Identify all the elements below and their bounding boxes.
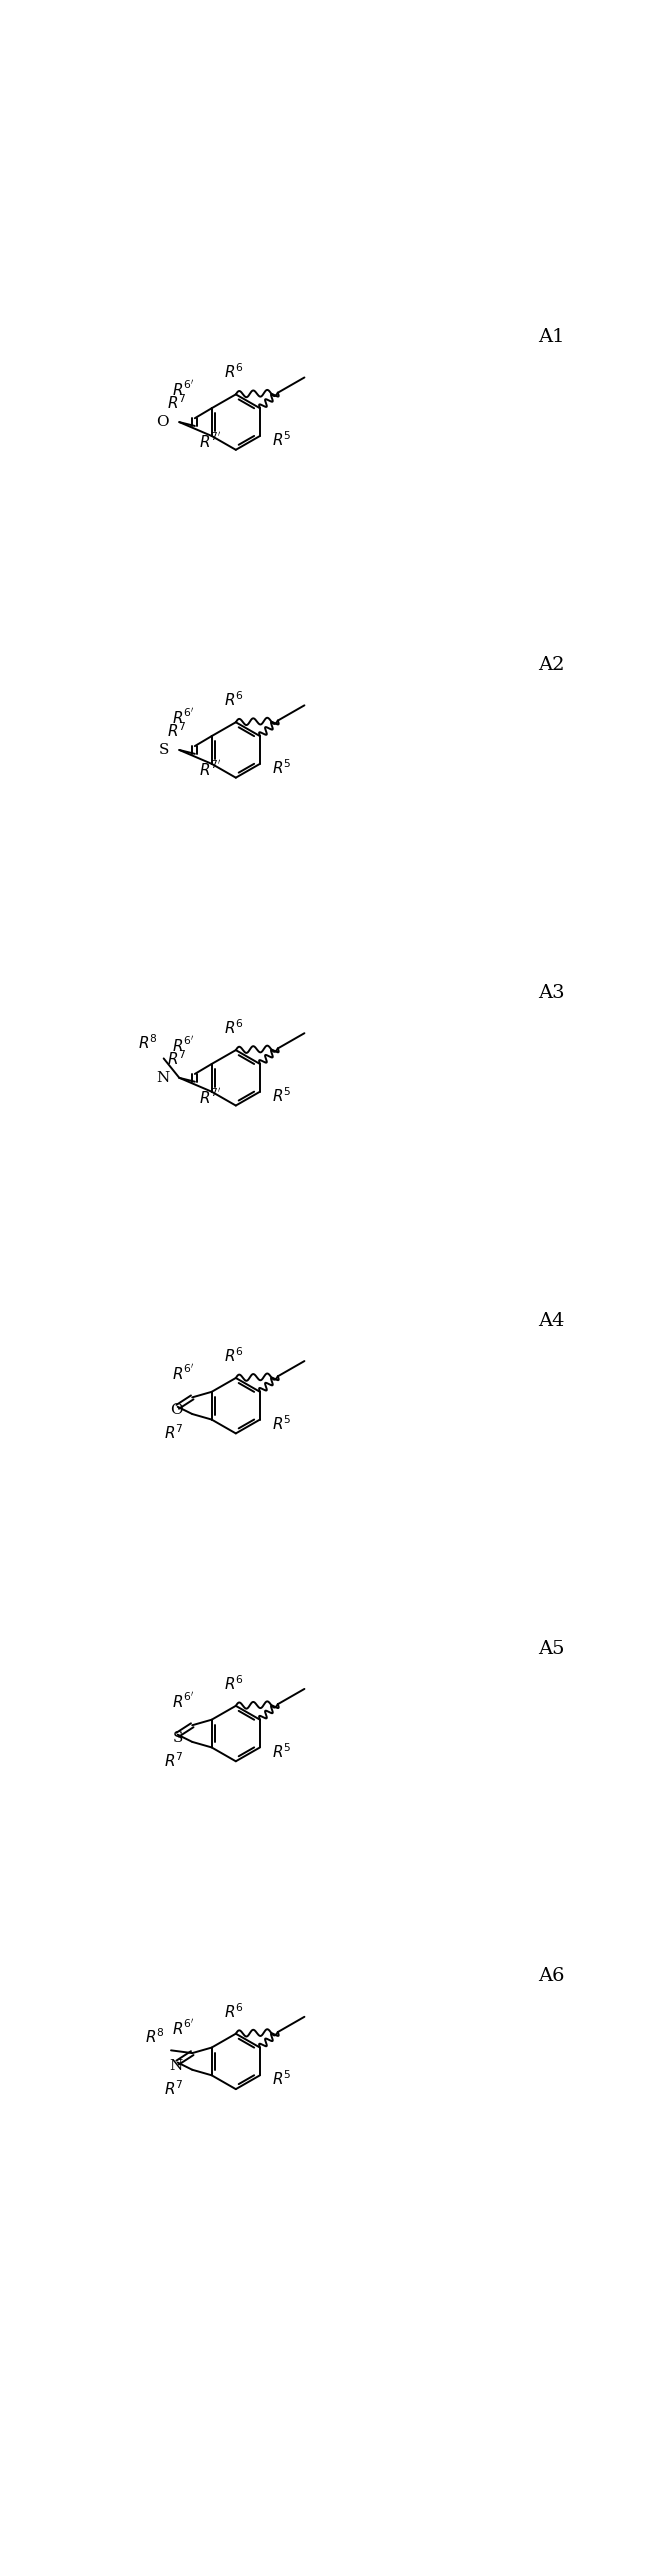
Text: $R^5$: $R^5$ [273, 759, 292, 777]
Text: S: S [173, 1732, 183, 1745]
Text: $R^{6'}$: $R^{6'}$ [172, 1691, 195, 1709]
Text: $R^{7'}$: $R^{7'}$ [199, 432, 221, 452]
Text: $R^{6'}$: $R^{6'}$ [172, 2018, 195, 2039]
Text: $R^7$: $R^7$ [167, 721, 187, 741]
Text: $R^5$: $R^5$ [273, 1413, 292, 1433]
Text: $R^{6'}$: $R^{6'}$ [172, 1364, 195, 1382]
Text: N: N [169, 2059, 183, 2072]
Text: $R^7$: $R^7$ [164, 1423, 184, 1444]
Text: O: O [156, 414, 169, 429]
Text: $R^6$: $R^6$ [225, 690, 244, 710]
Text: $R^8$: $R^8$ [138, 1035, 158, 1053]
Text: A2: A2 [538, 657, 565, 675]
Text: $R^8$: $R^8$ [145, 2026, 165, 2047]
Text: $R^5$: $R^5$ [273, 1743, 292, 1760]
Text: $R^6$: $R^6$ [225, 1674, 244, 1694]
Text: O: O [170, 1403, 183, 1418]
Text: $R^6$: $R^6$ [225, 2003, 244, 2021]
Text: A3: A3 [538, 984, 565, 1002]
Text: $R^5$: $R^5$ [273, 429, 292, 450]
Text: $R^6$: $R^6$ [225, 1346, 244, 1364]
Text: $R^{6'}$: $R^{6'}$ [172, 1035, 195, 1055]
Text: $R^{6'}$: $R^{6'}$ [172, 708, 195, 726]
Text: A1: A1 [538, 327, 565, 345]
Text: S: S [159, 744, 169, 756]
Text: $R^5$: $R^5$ [273, 2070, 292, 2087]
Text: $R^7$: $R^7$ [167, 393, 187, 411]
Text: A6: A6 [538, 1967, 565, 1985]
Text: $R^5$: $R^5$ [273, 1086, 292, 1104]
Text: $R^7$: $R^7$ [164, 2080, 184, 2098]
Text: $R^{7'}$: $R^{7'}$ [199, 1088, 221, 1106]
Text: $R^{7'}$: $R^{7'}$ [199, 759, 221, 779]
Text: $R^7$: $R^7$ [167, 1050, 187, 1068]
Text: N: N [156, 1071, 169, 1086]
Text: $R^6$: $R^6$ [225, 363, 244, 381]
Text: $R^{6'}$: $R^{6'}$ [172, 381, 195, 399]
Text: A5: A5 [538, 1640, 565, 1658]
Text: A4: A4 [538, 1311, 565, 1329]
Text: $R^6$: $R^6$ [225, 1019, 244, 1037]
Text: $R^7$: $R^7$ [164, 1753, 184, 1771]
